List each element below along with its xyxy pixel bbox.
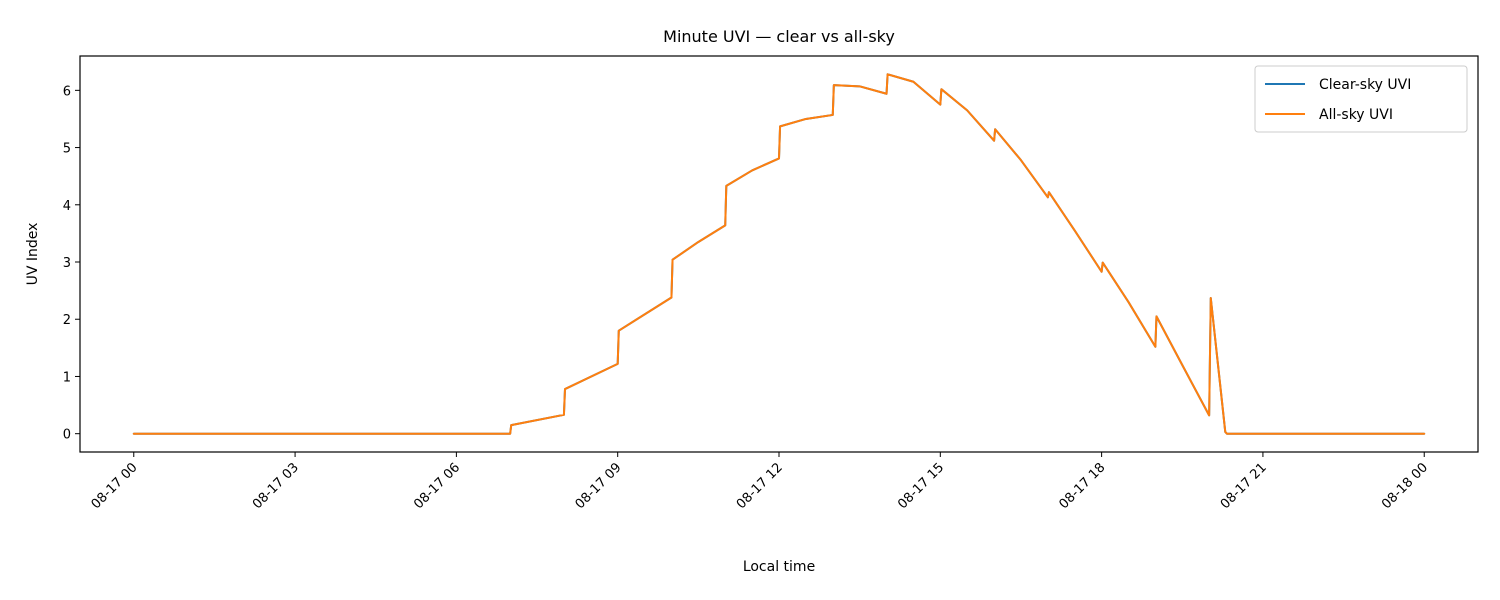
x-tick-label: 08-17 15 <box>895 460 947 512</box>
y-tick-label: 0 <box>63 428 71 443</box>
y-tick-label: 4 <box>63 199 71 214</box>
x-tick-label: 08-17 18 <box>1057 460 1109 512</box>
y-axis: 0 1 2 3 4 5 6 <box>63 84 80 443</box>
x-axis: 08-17 00 08-17 03 08-17 06 08-17 09 08-17 12… <box>89 452 1431 512</box>
x-tick-label: 08-18 00 <box>1379 460 1431 512</box>
x-tick-label: 08-17 09 <box>573 460 625 512</box>
plot-area <box>80 56 1478 452</box>
y-axis-title: UV Index <box>25 223 41 286</box>
series-layer <box>132 73 1426 435</box>
legend-box <box>1254 65 1468 133</box>
legend-label: Clear-sky UVI <box>1319 77 1411 93</box>
y-tick-label: 3 <box>63 256 71 271</box>
x-axis-title: Local time <box>743 559 815 575</box>
legend-label: All-sky UVI <box>1319 107 1393 123</box>
series-line-all-sky <box>132 73 1426 435</box>
x-tick-label: 08-17 12 <box>734 460 786 512</box>
y-tick-label: 1 <box>63 370 71 385</box>
y-tick-label: 5 <box>63 142 71 157</box>
x-tick-label: 08-17 21 <box>1218 460 1270 512</box>
legend: Clear-sky UVI All-sky UVI <box>1254 65 1468 133</box>
y-tick-label: 2 <box>63 313 71 328</box>
x-tick-label: 08-17 06 <box>411 460 463 512</box>
y-tick-label: 6 <box>63 84 71 99</box>
x-tick-label: 08-17 00 <box>89 460 141 512</box>
chart-title: Minute UVI — clear vs all-sky <box>663 27 895 46</box>
x-tick-label: 08-17 03 <box>250 460 302 512</box>
